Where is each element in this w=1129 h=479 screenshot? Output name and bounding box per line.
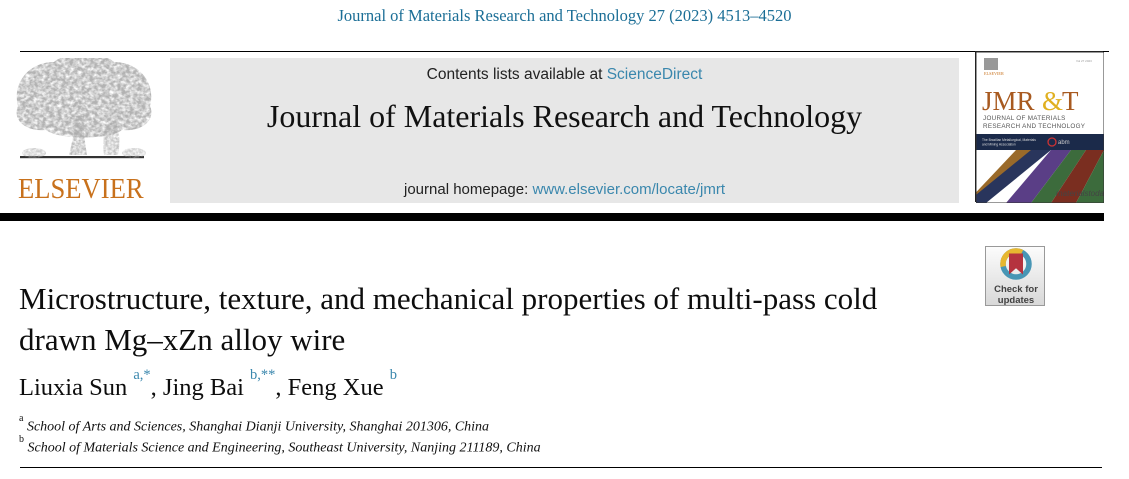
svg-text:ELSEVIER: ELSEVIER (984, 71, 1004, 76)
svg-text:and Mining Association: and Mining Association (982, 143, 1016, 147)
svg-text:Vol 27 2023: Vol 27 2023 (1076, 59, 1092, 63)
svg-text:The Brazilian Metallurgical, M: The Brazilian Metallurgical, Materials (982, 138, 1036, 142)
svg-text:abm: abm (1058, 140, 1070, 146)
svg-text:JOURNAL OF MATERIALS: JOURNAL OF MATERIALS (983, 115, 1066, 122)
svg-text:materialstoday: materialstoday (1056, 189, 1104, 198)
svg-text:&: & (1042, 86, 1063, 116)
svg-text:RESEARCH AND TECHNOLOGY: RESEARCH AND TECHNOLOGY (983, 123, 1086, 130)
svg-text:JMR: JMR (982, 86, 1035, 116)
svg-text:T: T (1062, 86, 1079, 116)
